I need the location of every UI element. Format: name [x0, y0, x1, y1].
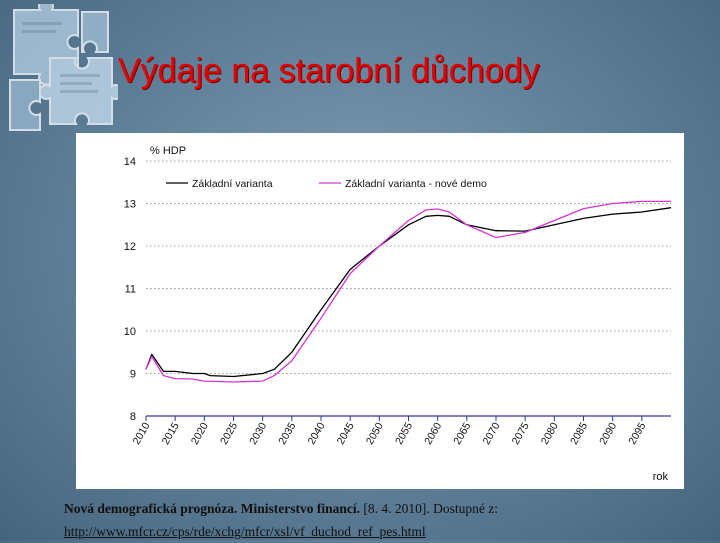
series-line-1	[145, 207, 672, 378]
y-tick-label: 11	[125, 284, 136, 296]
source-citation: Nová demografická prognóza. Ministerstvo…	[64, 497, 714, 543]
x-tick-label: 2085	[568, 420, 590, 446]
x-tick-label: 2040	[306, 420, 328, 446]
x-axis-label: rok	[653, 471, 669, 483]
x-tick-label: 2090	[597, 420, 619, 446]
x-tick-label: 2080	[539, 420, 561, 446]
pension-expenditure-chart: 8 9 10 11 12 13 14 2010 2015 2020 2025 2030 2035 2040…	[124, 145, 672, 483]
y-tick-label: 8	[130, 411, 136, 423]
legend-label-1: Základní varianta	[192, 178, 273, 190]
y-tick-label: 12	[124, 241, 136, 253]
source-detail: [8. 4. 2010]. Dostupné z:	[359, 501, 498, 516]
x-tick-label: 2050	[364, 420, 386, 446]
puzzle-pieces-icon	[6, 0, 124, 134]
x-tick-label: 2030	[247, 420, 269, 446]
x-tick-label: 2020	[189, 420, 211, 446]
x-tick-label: 2075	[510, 420, 532, 446]
source-title: Nová demografická prognóza. Ministerstvo…	[64, 501, 360, 516]
x-tick-label: 2010	[131, 420, 153, 446]
x-tick-label: 2095	[626, 420, 648, 446]
chart-panel: 8 9 10 11 12 13 14 2010 2015 2020 2025 2030 2035 2040…	[76, 133, 684, 489]
x-tick-label: 2070	[481, 420, 503, 446]
source-url-link[interactable]: http://www.mfcr.cz/cps/rde/xchg/mfcr/xsl…	[64, 524, 426, 539]
x-tick-label: 2015	[160, 420, 182, 446]
x-tick-label: 2060	[422, 420, 444, 446]
x-tick-label: 2065	[451, 420, 473, 446]
y-tick-label: 14	[124, 156, 136, 168]
slide-title: Výdaje na starobní důchody	[118, 52, 540, 90]
x-tick-label: 2025	[218, 420, 240, 446]
series-line-2	[145, 200, 671, 383]
x-tick-label: 2055	[393, 420, 415, 446]
y-tick-label: 9	[130, 369, 136, 381]
legend-label-2: Základní varianta - nové demo	[345, 178, 487, 190]
y-tick-label: 13	[124, 199, 136, 211]
x-tick-label: 2035	[276, 420, 298, 446]
x-tick-label: 2045	[335, 420, 357, 446]
y-tick-label: 10	[124, 326, 136, 338]
y-axis-label: % HDP	[150, 145, 186, 157]
